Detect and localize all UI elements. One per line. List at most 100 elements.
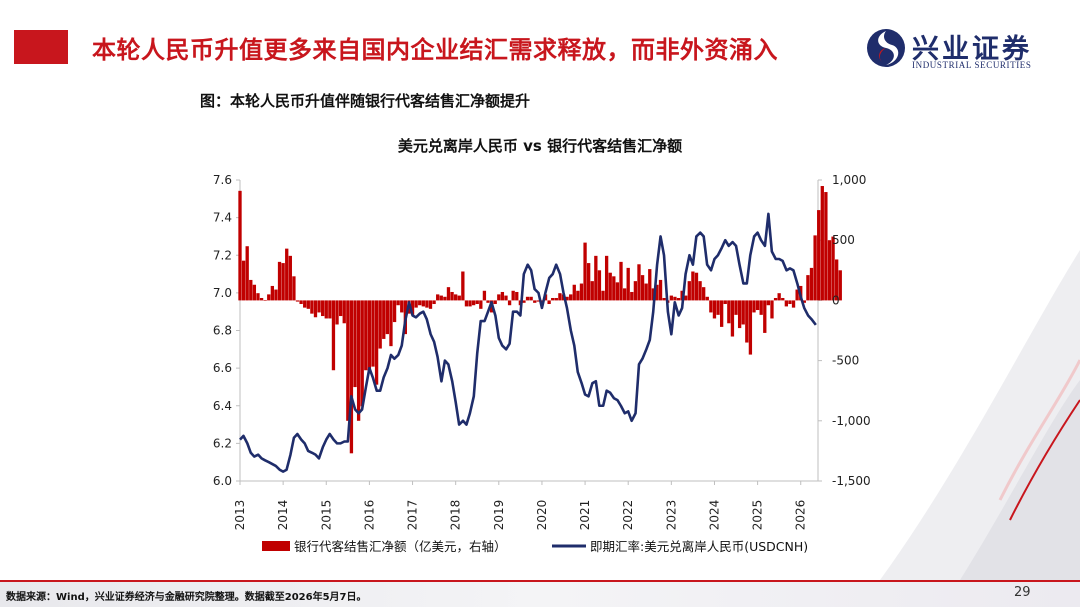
bar (788, 300, 792, 305)
bar (684, 295, 688, 301)
bar (328, 300, 332, 319)
bar (285, 248, 289, 301)
bar (313, 300, 318, 318)
bar (741, 300, 745, 325)
chart-legend: 银行代客结售汇净额（亿美元，右轴） 即期汇率:美元兑离岸人民币(USDCNH) (262, 539, 808, 554)
bar (640, 275, 645, 301)
bar-series (238, 186, 842, 454)
bar (795, 289, 799, 301)
bar (748, 300, 753, 355)
bar (608, 272, 612, 301)
bar (536, 300, 540, 302)
bar (547, 300, 551, 305)
tick-labels: 7.6 7.4 7.2 7.0 6.8 6.6 6.4 6.2 6.0 1,000 500 0 -500… (213, 173, 871, 530)
footer-bar (0, 582, 1080, 607)
bar (637, 264, 641, 301)
title-accent-block (14, 30, 68, 64)
bar (461, 271, 465, 301)
line-series (239, 212, 817, 473)
bar (554, 297, 558, 301)
x-tick-label: 2020 (535, 500, 549, 531)
bar (443, 296, 447, 301)
bar (619, 261, 623, 301)
legend-bar-swatch (262, 541, 290, 551)
bar (691, 271, 695, 301)
bar (838, 270, 842, 301)
bar (432, 300, 436, 305)
bar (766, 300, 771, 306)
bar (709, 300, 713, 313)
bar (428, 300, 433, 309)
bar (468, 300, 472, 307)
bar (655, 284, 659, 301)
y-left-tick-label: 7.4 (213, 211, 232, 225)
bar (500, 291, 505, 301)
bar (558, 293, 562, 301)
x-tick-label: 2014 (276, 500, 290, 531)
bar (418, 300, 422, 306)
bar (587, 263, 591, 301)
bar (374, 300, 379, 385)
bar (475, 300, 479, 305)
x-tick-label: 2023 (664, 500, 678, 531)
chart-canvas: 美元兑离岸人民币 vs 银行代客结售汇净额 7.6 7.4 7.2 7.0 6.8 6.6… (213, 137, 871, 554)
bar (648, 269, 652, 301)
bar (389, 300, 393, 347)
bar (601, 290, 605, 301)
bar (612, 276, 616, 301)
exchange-rate-line (239, 212, 817, 473)
x-tick-label: 2025 (751, 500, 765, 531)
bar (594, 255, 598, 301)
company-logo-mark-icon (867, 29, 905, 67)
bar (396, 300, 400, 306)
bar (486, 300, 490, 303)
bar (698, 281, 702, 301)
bar (454, 294, 458, 301)
bar (694, 272, 699, 301)
bar (626, 267, 630, 301)
bar (597, 270, 602, 301)
bar (303, 300, 307, 308)
bar (579, 283, 584, 301)
bar (342, 300, 346, 324)
bar (716, 300, 720, 315)
bar (702, 287, 706, 301)
x-tick-label: 2019 (492, 500, 506, 531)
bar (356, 300, 361, 421)
bar (504, 295, 508, 301)
bar (371, 300, 375, 367)
bar (658, 279, 663, 301)
bar (763, 300, 767, 333)
bar (335, 300, 339, 325)
bar (737, 300, 742, 329)
bar (583, 242, 587, 301)
y-right-tick-label: -500 (832, 354, 859, 368)
chart-axes (236, 179, 822, 485)
x-tick-label: 2021 (578, 500, 592, 531)
y-right-tick-label: -1,000 (832, 414, 871, 428)
x-tick-label: 2016 (362, 500, 376, 531)
bar (277, 261, 282, 301)
bar (306, 300, 310, 309)
x-tick-label: 2026 (794, 500, 808, 531)
bar (245, 246, 249, 301)
bar (569, 294, 573, 301)
bar (615, 282, 620, 301)
bar (324, 300, 328, 319)
x-tick-label: 2017 (406, 500, 420, 531)
bar (414, 300, 418, 308)
bar (770, 300, 774, 319)
footer-divider (0, 580, 1080, 582)
bar (759, 300, 763, 315)
bar (259, 297, 264, 301)
bar (281, 263, 285, 301)
legend-bar-label: 银行代客结售汇净额（亿美元，右轴） (294, 539, 507, 554)
bar (385, 300, 390, 335)
bar (687, 281, 691, 301)
bar (734, 300, 738, 315)
bar (364, 300, 368, 371)
bar (292, 276, 296, 301)
bar (820, 186, 824, 301)
bar (249, 279, 253, 301)
bar (817, 210, 821, 301)
